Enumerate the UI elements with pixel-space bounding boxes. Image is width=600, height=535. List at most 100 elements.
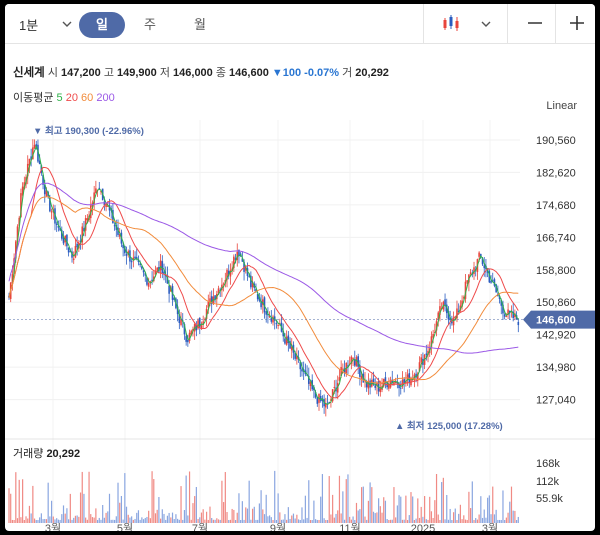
volume-bar — [425, 519, 427, 523]
candle-body — [226, 269, 228, 280]
volume-bar — [282, 519, 284, 523]
candle-body — [263, 297, 266, 313]
volume-bar — [134, 518, 136, 523]
volume-bar — [328, 476, 330, 523]
candle-body — [514, 313, 516, 318]
volume-bar — [22, 479, 24, 523]
interval-dropdown[interactable]: 1분 — [19, 4, 72, 44]
candle-body — [100, 191, 102, 193]
ma-label: 이동평균 — [13, 92, 54, 104]
volume-bar — [481, 517, 484, 523]
volume-panel-value: 20,292 — [46, 448, 81, 460]
volume-bar — [32, 485, 34, 523]
volume-bar — [98, 517, 100, 523]
candle-body — [277, 324, 279, 326]
volume-bar — [8, 488, 10, 523]
volume-bar — [165, 519, 167, 523]
candle-body — [435, 321, 438, 331]
tab-weekly[interactable]: 주 — [144, 17, 156, 32]
volume-bar — [52, 516, 54, 523]
volume-bar — [354, 519, 356, 523]
candle-body — [330, 399, 332, 401]
candle-body — [248, 276, 250, 278]
candle-body — [154, 270, 157, 275]
candle-body — [452, 317, 455, 326]
candle-body — [210, 296, 213, 305]
candle-body — [185, 336, 187, 342]
candle-body — [187, 339, 189, 343]
zoom-out-button[interactable] — [527, 4, 543, 44]
candle-body — [209, 298, 211, 304]
candle-body — [462, 297, 465, 299]
current-price-tag — [523, 310, 595, 329]
volume-bar — [432, 517, 434, 523]
ma-5-line — [8, 144, 519, 405]
interval-label: 1분 — [19, 17, 39, 33]
volume-bar — [389, 519, 392, 523]
candle-body — [130, 261, 133, 263]
candle-body — [256, 293, 259, 300]
candle-body — [331, 389, 334, 402]
volume-bar — [107, 511, 109, 523]
candle-body — [491, 280, 494, 282]
tab-monthly[interactable]: 월 — [194, 17, 206, 32]
scale-mode-button[interactable]: Linear — [546, 100, 577, 112]
volume-bar — [332, 494, 334, 523]
candle-body — [284, 338, 286, 344]
candle-body — [507, 309, 509, 316]
volume-bar — [85, 517, 87, 523]
moving-average-legend[interactable]: 이동평균 5 20 60 200 — [13, 89, 115, 105]
chart-type-dropdown[interactable] — [441, 4, 491, 44]
volume-bar — [251, 508, 254, 523]
x-axis-label: 9월 — [270, 522, 286, 531]
candle-body — [79, 240, 82, 242]
volume-bar — [240, 519, 242, 523]
volume-bar — [340, 513, 342, 523]
volume-bar — [355, 502, 358, 523]
volume-bar — [364, 516, 366, 523]
volume-bar — [265, 494, 267, 523]
candle-body — [500, 300, 503, 306]
volume-bar — [199, 517, 201, 523]
volume-bar — [170, 517, 172, 523]
volume-bar — [117, 482, 119, 523]
volume-bar — [507, 512, 509, 523]
candle-body — [333, 386, 336, 388]
volume-bar — [30, 513, 32, 523]
volume-bar — [262, 509, 264, 523]
candle-body — [369, 380, 371, 388]
volume-bar — [267, 516, 269, 523]
volume-bar — [156, 509, 158, 523]
volume-bar — [502, 490, 504, 523]
high-value: 149,900 — [117, 67, 157, 79]
volume-bar — [185, 475, 187, 523]
max-price-annotation: ▼ 최고 190,300 (-22.96%) — [33, 125, 144, 137]
volume-bar — [303, 519, 305, 523]
candle-body — [118, 234, 121, 237]
candle-body — [423, 354, 426, 365]
candle-body — [197, 320, 199, 329]
volume-bar — [54, 519, 56, 523]
volume-bar — [122, 519, 124, 523]
volume-bar — [124, 473, 126, 523]
volume-bar — [120, 495, 123, 523]
candle-body — [163, 271, 165, 274]
candle-body — [141, 266, 143, 269]
volume-bar — [129, 517, 131, 523]
candle-body — [417, 373, 419, 380]
candle-body — [456, 308, 458, 319]
zoom-in-button[interactable] — [569, 4, 585, 44]
candle-body — [33, 144, 36, 149]
volume-value: 20,292 — [355, 67, 389, 79]
price-chart[interactable]: 190,560 182,620 174,680 166,740 158,800 150,8… — [5, 4, 595, 531]
volume-bar — [422, 516, 424, 523]
candle-body — [265, 311, 268, 315]
candle-body — [30, 156, 32, 160]
candle-body — [319, 395, 322, 401]
volume-bar — [345, 479, 347, 523]
volume-bar — [91, 517, 94, 523]
tab-daily[interactable]: 일 — [79, 12, 125, 38]
volume-bar — [280, 519, 283, 523]
candle-body — [200, 325, 203, 329]
volume-bar — [352, 516, 354, 523]
